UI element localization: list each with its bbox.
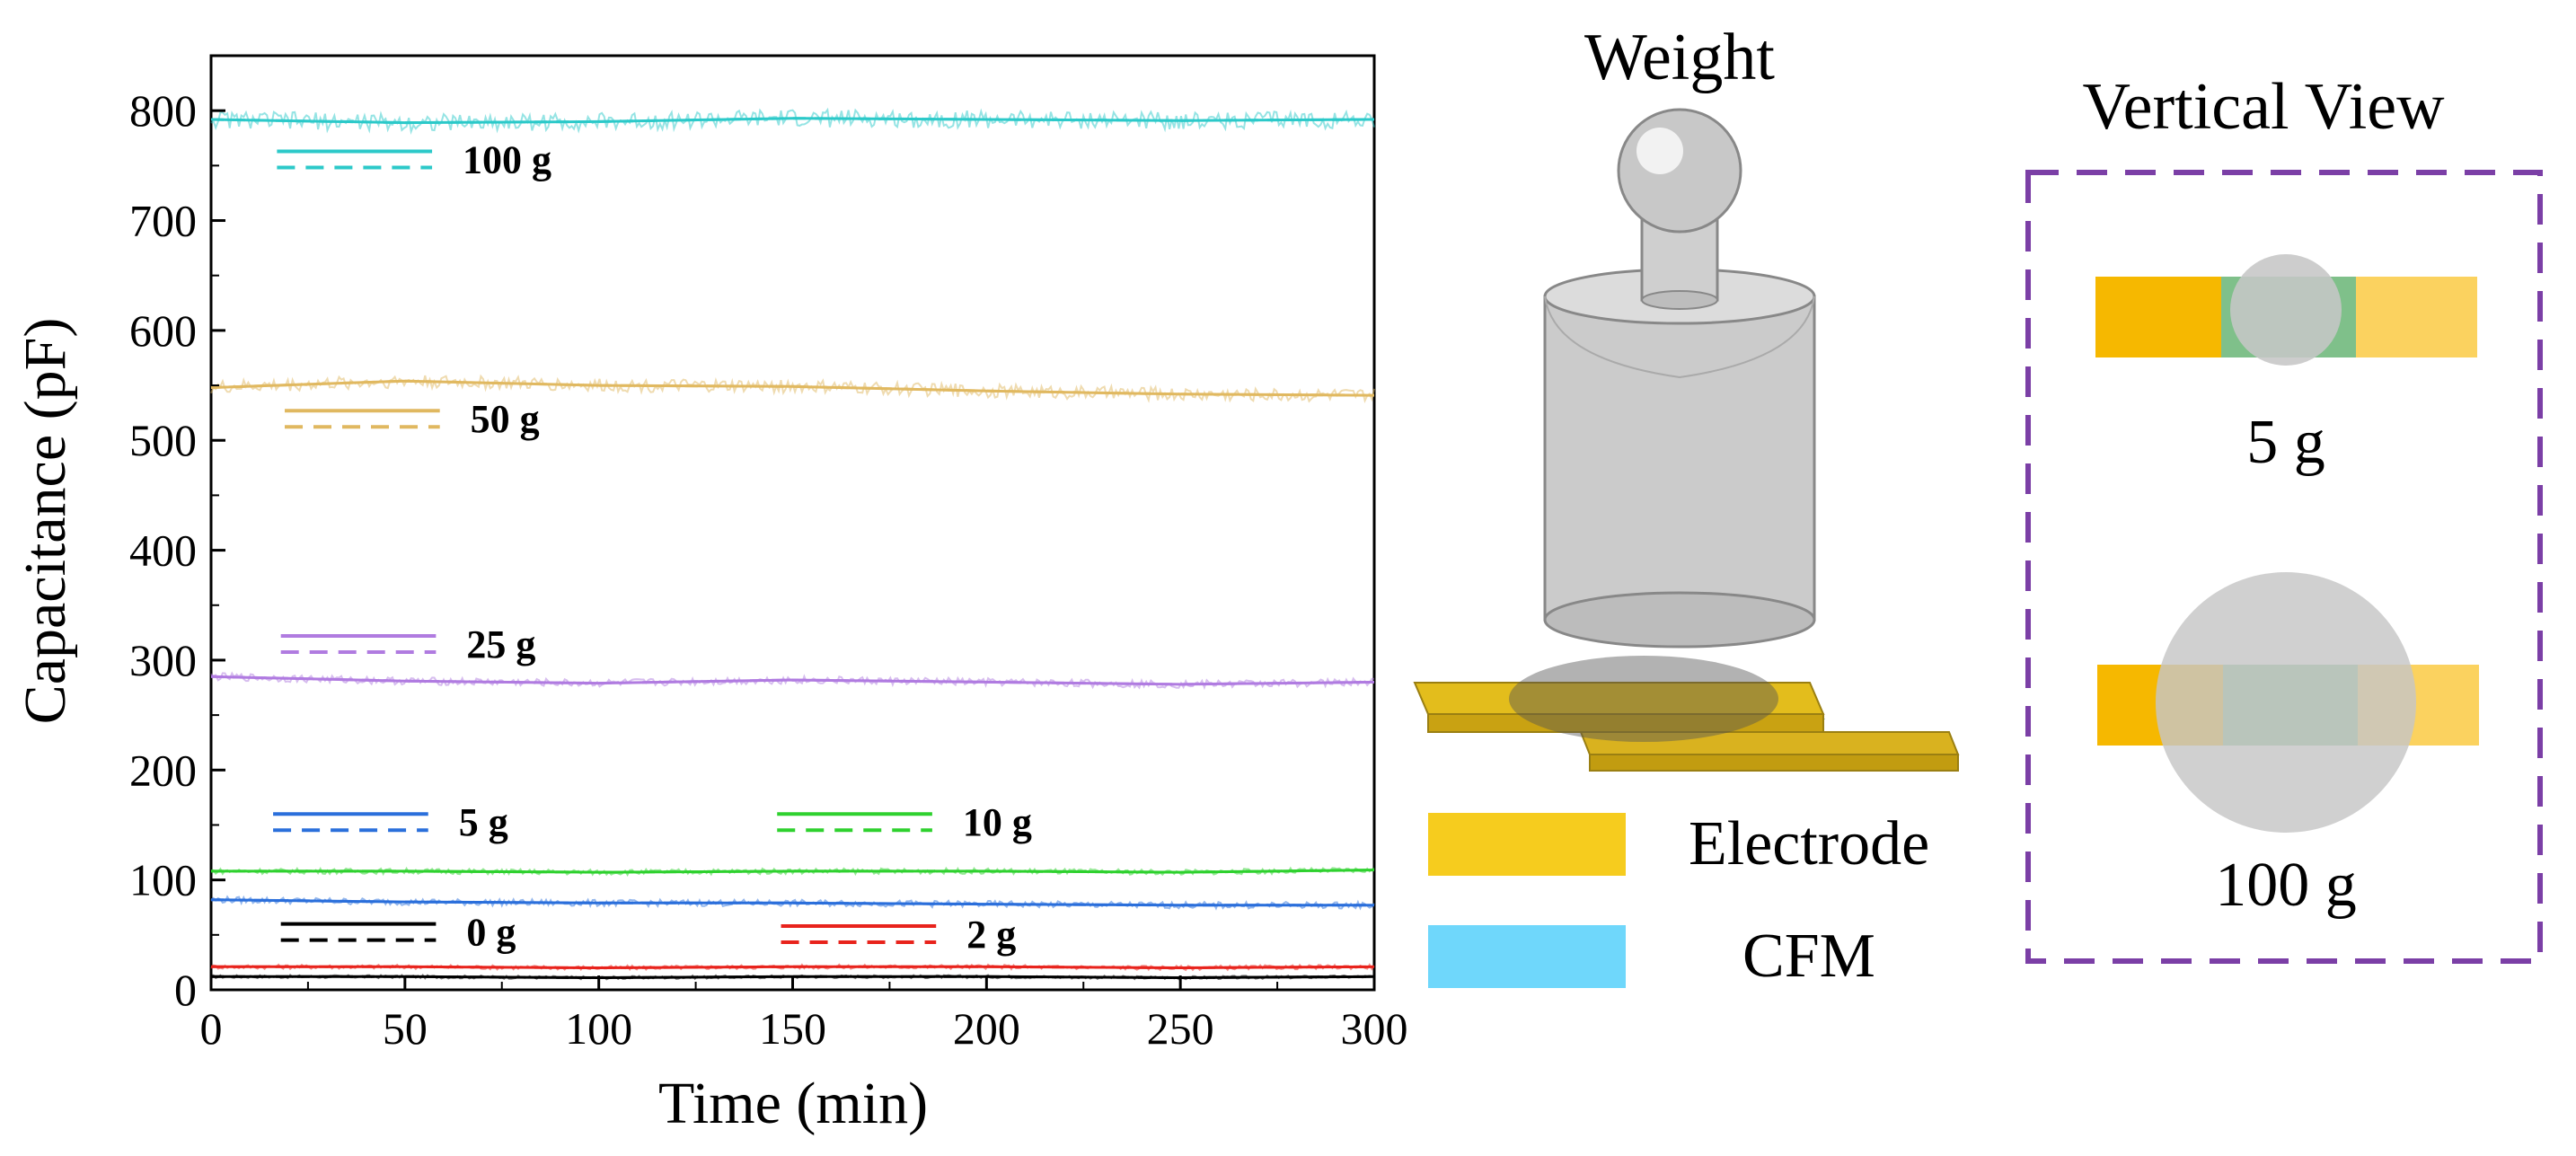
x-tick-label: 100	[565, 1003, 632, 1054]
series-line	[210, 117, 1375, 125]
y-tick-label: 800	[129, 85, 197, 136]
view-label-100g: 100 g	[2215, 851, 2357, 920]
sensor-stack-icon	[1413, 656, 1960, 772]
series-layer	[210, 107, 1375, 981]
series-line	[210, 675, 1375, 686]
series-line	[210, 379, 1375, 397]
series-line	[210, 898, 1374, 907]
weight-icon	[1543, 108, 1816, 649]
top-view-5g: 5 g	[2095, 254, 2477, 477]
legend-label: 10 g	[963, 800, 1032, 844]
legend-label: 0 g	[466, 911, 516, 955]
y-axis-title: Capacitance (pF)	[13, 318, 78, 725]
x-tick-label: 250	[1147, 1003, 1214, 1054]
legend-label: 2 g	[966, 913, 1016, 957]
vertical-view-title: Vertical View	[2082, 70, 2445, 144]
plot-frame	[209, 54, 1376, 992]
legend-label: 5 g	[459, 800, 508, 844]
x-tick-label: 200	[953, 1003, 1020, 1054]
y-tick-label: 300	[129, 635, 197, 685]
material-legend: Electrode CFM	[1428, 809, 1929, 991]
legend-layer: 0 g 2 g 5 g 10 g 25 g 50 g 100 g	[273, 137, 1032, 957]
y-tick-label: 0	[174, 965, 197, 1015]
series-line	[211, 965, 1375, 970]
x-tick-label: 300	[1341, 1003, 1408, 1054]
series-line	[211, 869, 1375, 874]
electrode-swatch	[1428, 813, 1626, 876]
electrode-label: Electrode	[1689, 809, 1929, 878]
y-tick-label: 700	[129, 196, 197, 246]
cfm-swatch	[1428, 925, 1626, 988]
x-axis-title: Time (min)	[658, 1071, 928, 1136]
y-tick-label: 600	[129, 305, 197, 356]
x-tick-label: 50	[383, 1003, 428, 1054]
x-tick-label: 150	[759, 1003, 826, 1054]
cfm-label: CFM	[1742, 922, 1875, 991]
y-tick-label: 500	[129, 415, 197, 465]
top-view-100g: 100 g	[2097, 572, 2479, 920]
tick-layer: 0 50 100 150 200 250 300 0 100 200 300 400 500 600 700…	[129, 85, 1408, 1054]
legend-label: 100 g	[463, 137, 551, 181]
series-noise-band	[210, 374, 1375, 404]
y-tick-label: 400	[129, 525, 197, 576]
y-tick-label: 100	[129, 855, 197, 905]
view-label-5g: 5 g	[2246, 408, 2325, 477]
weight-title: Weight	[1584, 21, 1775, 94]
legend-label: 50 g	[471, 397, 540, 441]
y-tick-label: 200	[129, 745, 197, 795]
legend-label: 25 g	[466, 622, 535, 666]
capacitance-chart: 0 50 100 150 200 250 300 0 100 200 300 400 500 600 700…	[13, 54, 1408, 1136]
x-tick-label: 0	[200, 1003, 223, 1054]
weight-schematic: Weight Electrode CFM Vertical V	[1413, 21, 2543, 991]
vertical-view-frame	[2025, 170, 2543, 964]
